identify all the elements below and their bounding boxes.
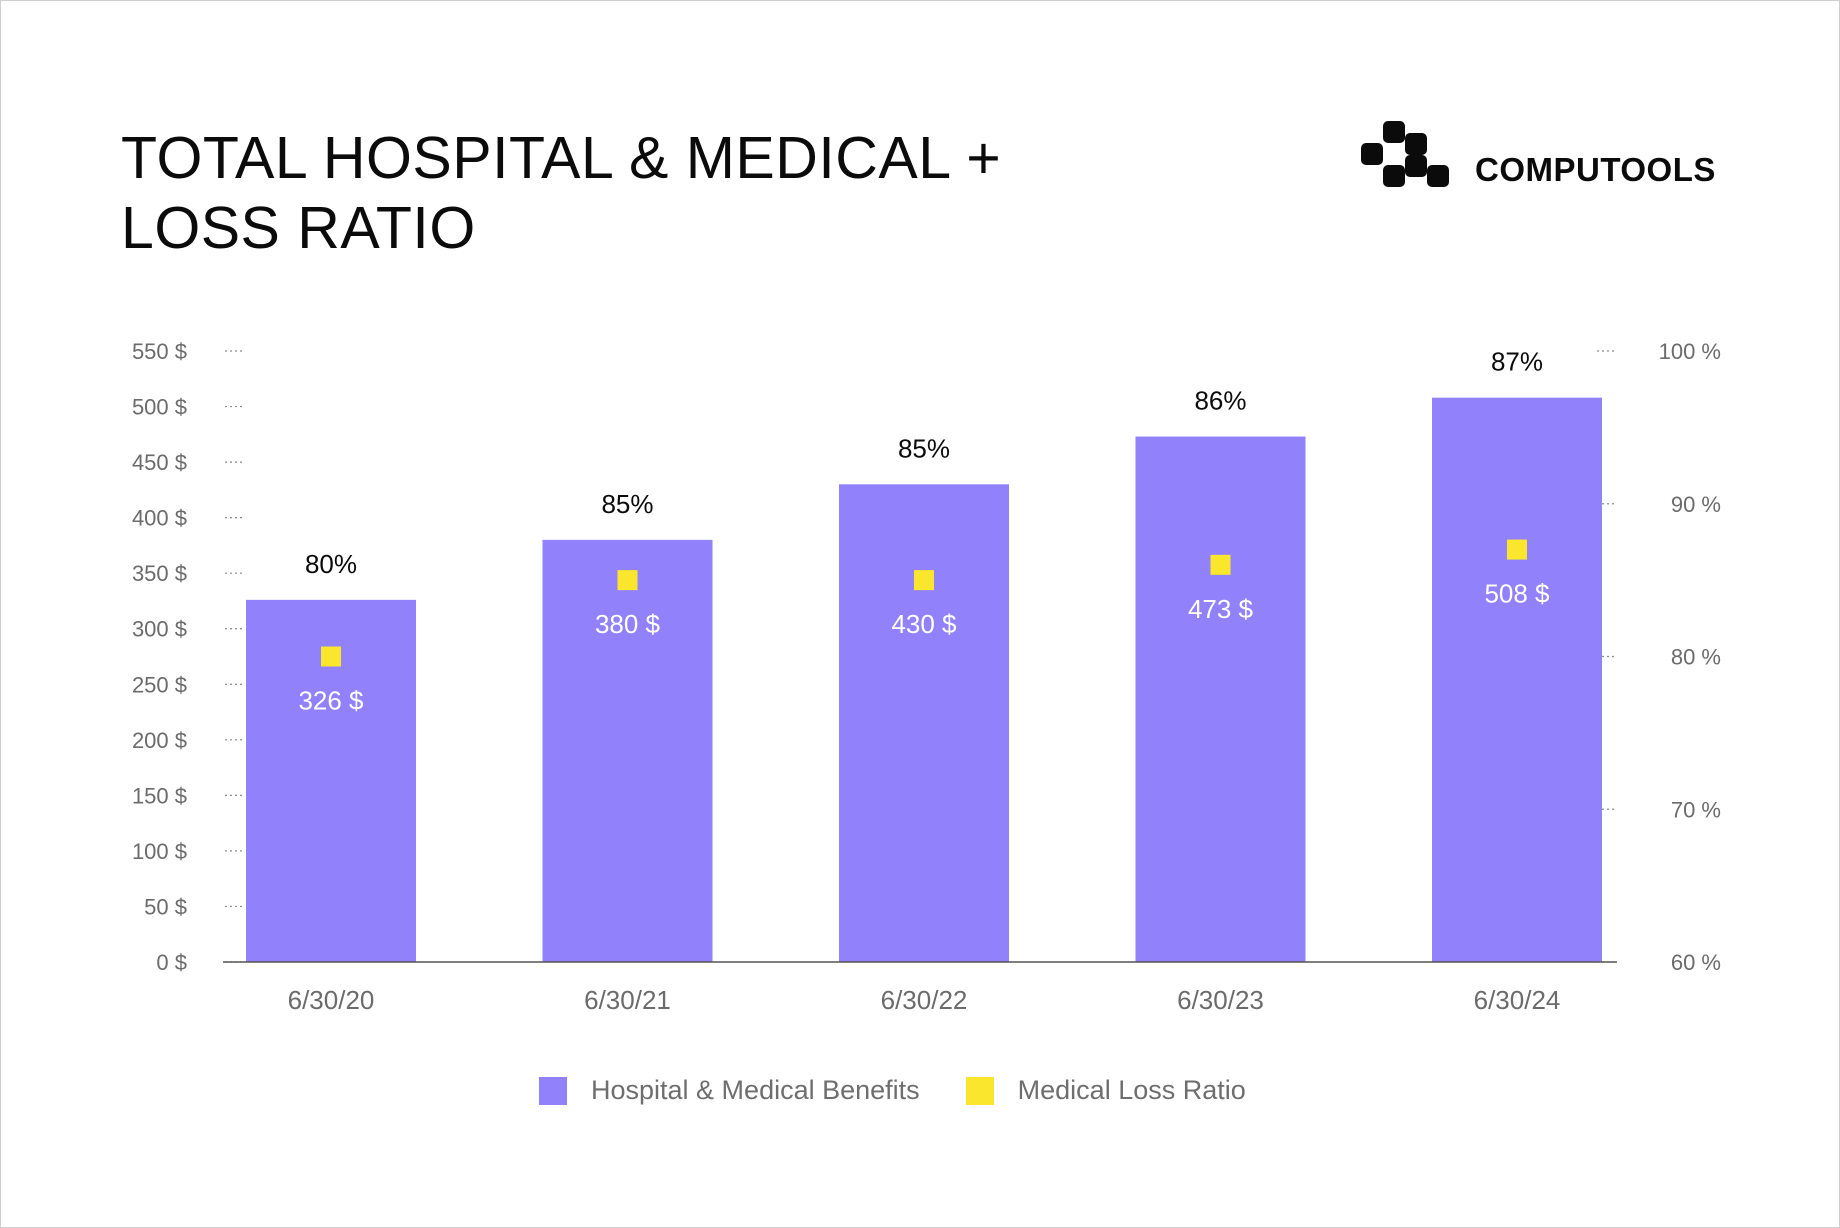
bar-value-label: 473 $ [1188, 594, 1254, 624]
bar-hospital-medical-benefits [839, 484, 1009, 962]
y-left-tick-label: 250 $ [132, 672, 187, 697]
y-right-tick-label: 100 % [1659, 339, 1721, 364]
bar-value-label: 326 $ [298, 686, 364, 716]
loss-ratio-label: 87% [1491, 347, 1543, 377]
loss-ratio-label: 85% [898, 433, 950, 463]
loss-ratio-label: 86% [1194, 386, 1246, 416]
legend-label-loss-ratio: Medical Loss Ratio [1017, 1075, 1246, 1105]
x-category-label: 6/30/20 [288, 985, 375, 1015]
bar-hospital-medical-benefits [1135, 436, 1306, 962]
loss-ratio-marker [321, 646, 341, 667]
y-right-tick-label: 80 % [1671, 645, 1721, 670]
x-category-label: 6/30/24 [1474, 985, 1561, 1015]
y-left-tick-label: 400 $ [132, 506, 187, 531]
x-category-label: 6/30/22 [881, 985, 968, 1015]
bar-hospital-medical-benefits [542, 539, 713, 962]
y-left-tick-label: 150 $ [132, 783, 187, 808]
legend-item-benefits: Hospital & Medical Benefits [539, 1075, 920, 1106]
legend-swatch-benefits [539, 1076, 567, 1105]
x-category-label: 6/30/21 [584, 985, 671, 1015]
y-left-tick-label: 550 $ [132, 339, 187, 364]
chart-title-line-1: TOTAL HOSPITAL & MEDICAL + [121, 125, 1002, 191]
chart-title-line-2: LOSS RATIO [121, 195, 476, 261]
y-left-tick-label: 50 $ [144, 894, 187, 919]
bar-hospital-medical-benefits [1432, 397, 1602, 962]
loss-ratio-marker [617, 570, 638, 591]
y-right-tick-label: 90 % [1671, 492, 1721, 517]
bar-value-label: 430 $ [891, 609, 957, 639]
y-left-tick-label: 500 $ [132, 395, 187, 420]
loss-ratio-marker [1507, 539, 1527, 560]
legend-swatch-loss-ratio [965, 1076, 994, 1105]
y-left-tick-label: 300 $ [132, 617, 187, 642]
y-left-tick-label: 0 $ [156, 950, 187, 975]
y-left-tick-label: 200 $ [132, 728, 187, 753]
y-left-tick-label: 100 $ [132, 839, 187, 864]
x-category-label: 6/30/23 [1177, 985, 1264, 1015]
y-left-tick-label: 450 $ [132, 450, 187, 475]
loss-ratio-marker [1210, 554, 1231, 575]
combo-chart: 0 $ 50 $ 100 $ 150 $ 200 $ 250 $ 300 $ 350 $ 400… [132, 339, 1721, 1015]
loss-ratio-label: 80% [305, 549, 357, 579]
bar-value-label: 508 $ [1484, 579, 1550, 609]
loss-ratio-marker [914, 570, 934, 591]
chart-title: TOTAL HOSPITAL & MEDICAL + LOSS RATIO [121, 123, 1121, 263]
legend-item-loss-ratio: Medical Loss Ratio [965, 1075, 1246, 1106]
y-left-tick-label: 350 $ [132, 561, 187, 586]
bar-value-label: 380 $ [595, 609, 661, 639]
legend-label-benefits: Hospital & Medical Benefits [591, 1075, 920, 1105]
brand-logo: COMPUTOOLS [1359, 119, 1716, 193]
brand-name: COMPUTOOLS [1475, 151, 1716, 188]
loss-ratio-label: 85% [601, 489, 653, 519]
computools-logo-icon [1361, 121, 1449, 187]
chart-legend: Hospital & Medical Benefits Medical Loss… [539, 1075, 1292, 1106]
y-right-tick-label: 70 % [1671, 797, 1721, 822]
y-right-tick-label: 60 % [1671, 950, 1721, 975]
